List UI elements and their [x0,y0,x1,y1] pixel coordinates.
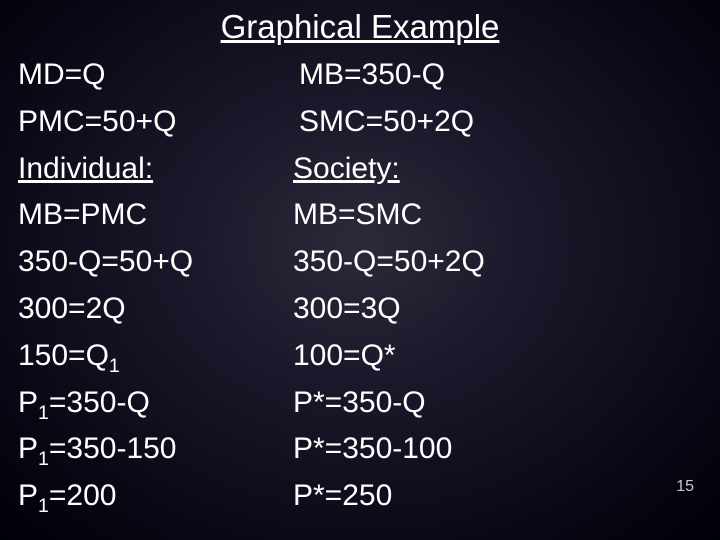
left-line-4: MB=PMC [18,192,293,239]
left-line-5: 350-Q=50+Q [18,239,293,286]
page-number: 15 [676,478,694,496]
left-l8-sub: 1 [38,402,49,424]
left-line-9: P1=350-150 [18,426,293,473]
left-l9-rest: =350-150 [49,432,177,465]
left-line-10: P1=200 [18,473,293,520]
left-l7-text: 150=Q [18,339,109,372]
left-l10-p: P [18,479,38,512]
right-line-10: P*=250 [293,473,485,520]
left-l7-sub: 1 [109,355,120,377]
right-line-6: 300=3Q [293,286,485,333]
left-line-3-individual: Individual: [18,146,293,193]
right-line-2: SMC=50+2Q [293,99,485,146]
slide-container: Graphical Example MD=Q PMC=50+Q Individu… [0,0,720,540]
right-line-1: MB=350-Q [293,52,485,99]
left-l8-rest: =350-Q [49,386,150,419]
left-l10-sub: 1 [38,495,49,517]
left-line-6: 300=2Q [18,286,293,333]
left-line-7: 150=Q1 [18,333,293,380]
left-l9-p: P [18,432,38,465]
right-line-8: P*=350-Q [293,380,485,427]
right-line-5: 350-Q=50+2Q [293,239,485,286]
left-line-8: P1=350-Q [18,380,293,427]
slide-title: Graphical Example [18,8,702,46]
left-line-2: PMC=50+Q [18,99,293,146]
right-line-9: P*=350-100 [293,426,485,473]
left-line-1: MD=Q [18,52,293,99]
left-l10-rest: =200 [49,479,117,512]
right-column: MB=350-Q SMC=50+2Q Society: MB=SMC 350-Q… [293,52,485,520]
right-line-4: MB=SMC [293,192,485,239]
left-column: MD=Q PMC=50+Q Individual: MB=PMC 350-Q=5… [18,52,293,520]
content-columns: MD=Q PMC=50+Q Individual: MB=PMC 350-Q=5… [18,52,702,520]
left-l8-p: P [18,386,38,419]
left-l9-sub: 1 [38,448,49,470]
right-line-7: 100=Q* [293,333,485,380]
right-line-3-society: Society: [293,146,485,193]
